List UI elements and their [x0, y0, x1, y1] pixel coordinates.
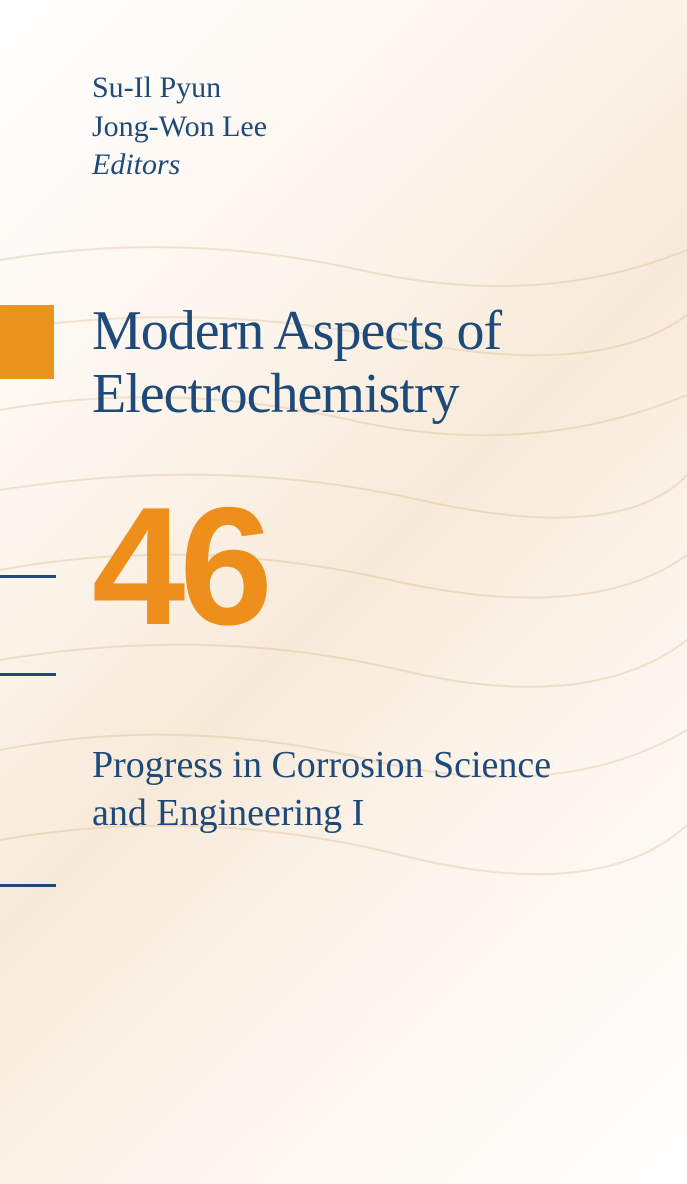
title-line-1: Modern Aspects of [92, 300, 501, 363]
volume-number: 46 [92, 470, 267, 663]
title-line-2: Electrochemistry [92, 363, 501, 426]
editor-name-2: Jong-Won Lee [92, 107, 267, 146]
divider-rule [0, 884, 56, 887]
divider-rule [0, 575, 56, 578]
subtitle-line-1: Progress in Corrosion Science [92, 742, 551, 790]
subtitle-line-2: and Engineering I [92, 790, 551, 838]
editor-name-1: Su-Il Pyun [92, 68, 267, 107]
volume-subtitle: Progress in Corrosion Science and Engine… [92, 742, 551, 837]
divider-rule [0, 673, 56, 676]
editors-label: Editors [92, 148, 267, 182]
editors-block: Su-Il Pyun Jong-Won Lee Editors [92, 68, 267, 182]
accent-tab [0, 305, 54, 379]
series-title: Modern Aspects of Electrochemistry [92, 300, 501, 425]
